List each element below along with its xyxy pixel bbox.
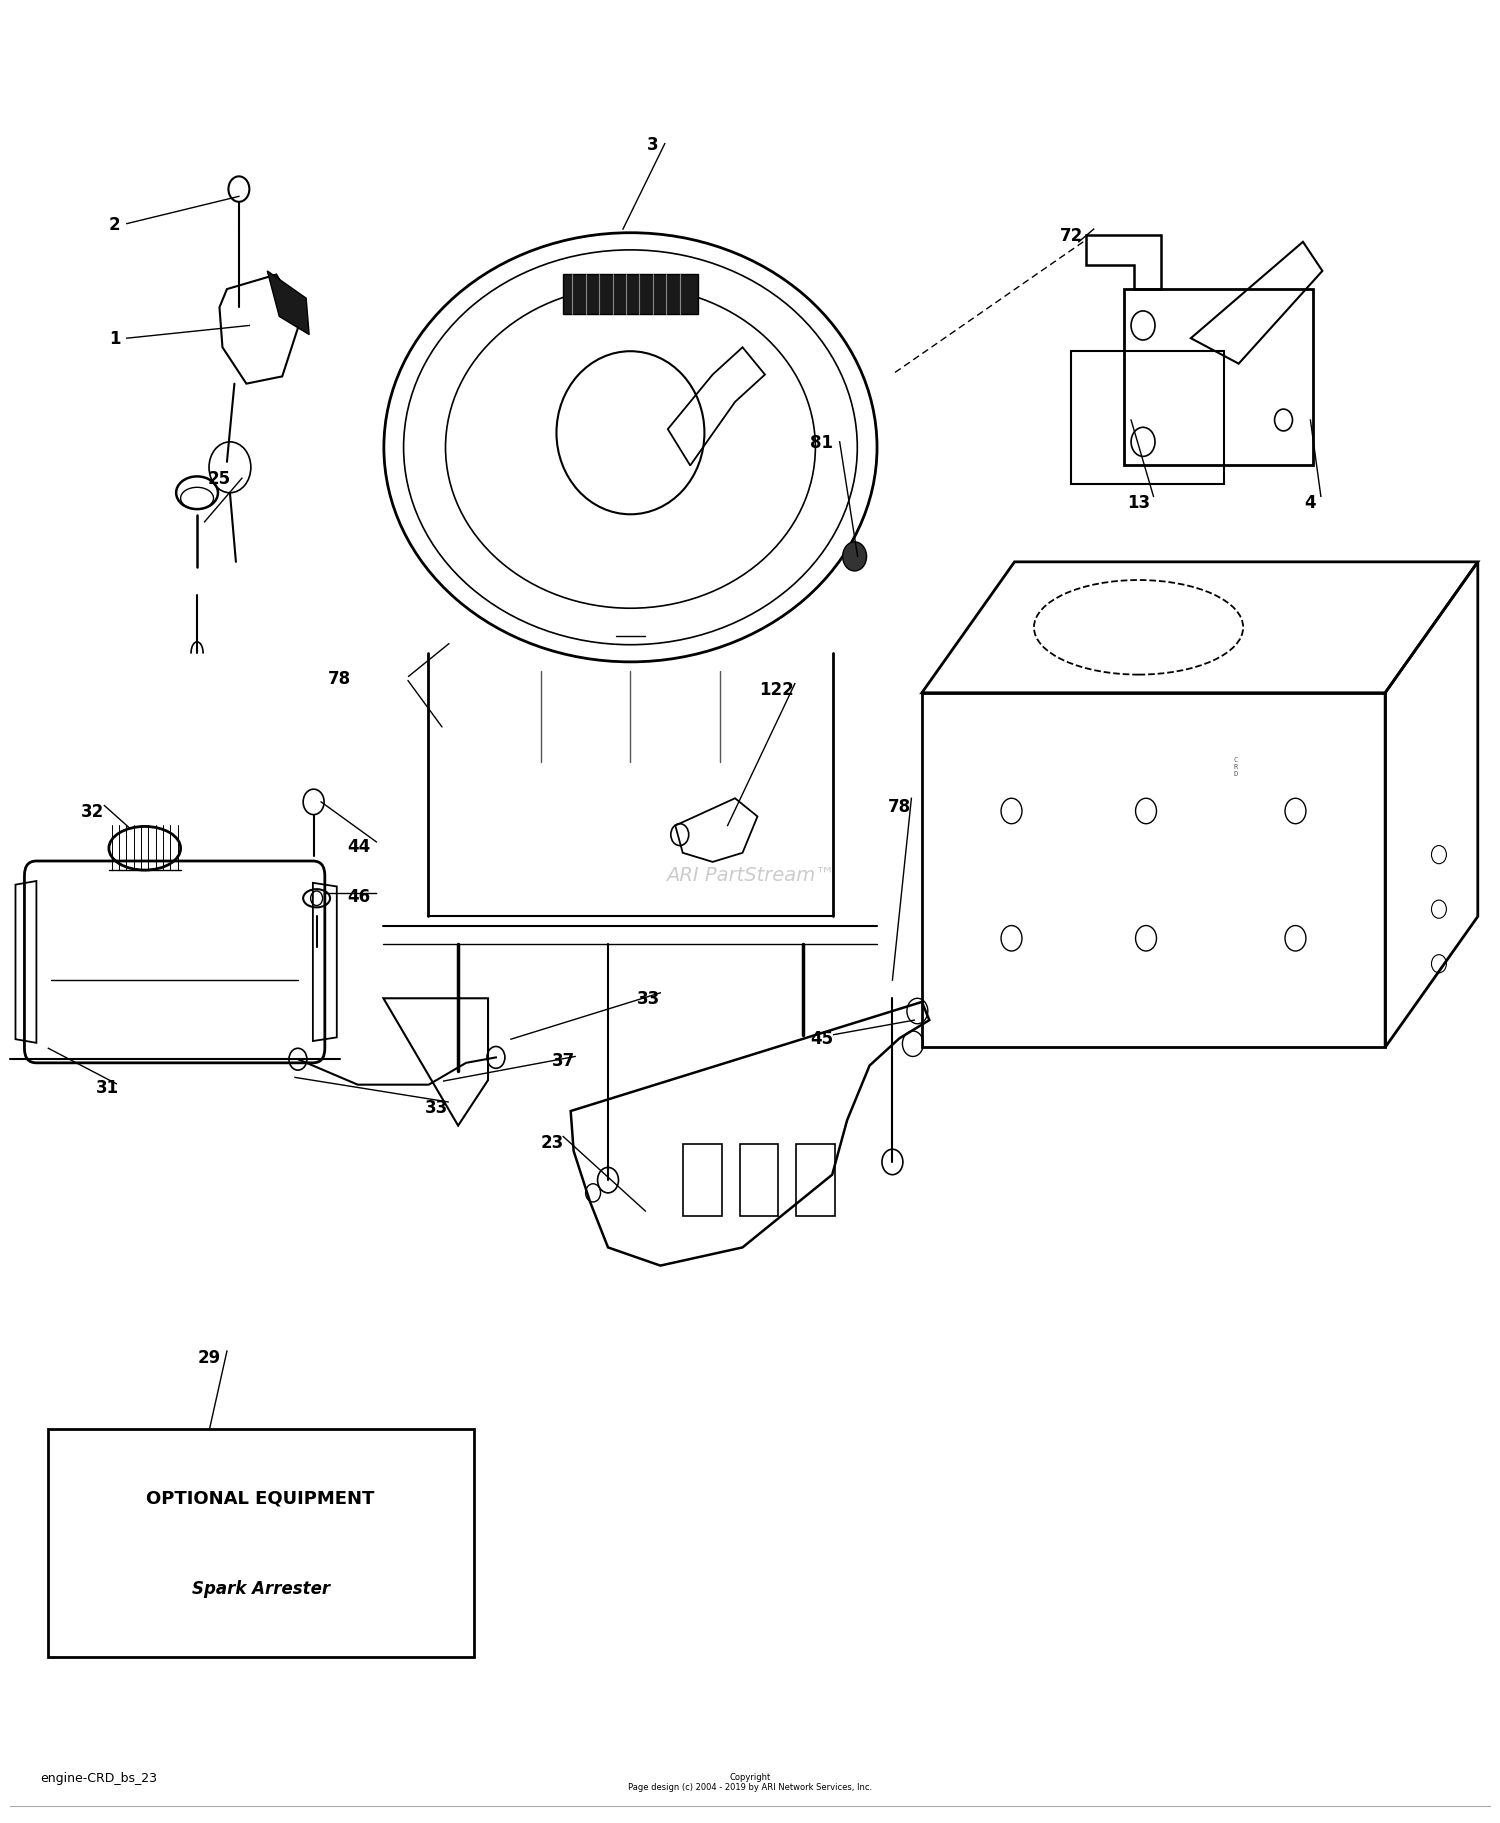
Text: 29: 29 [198,1347,220,1365]
Text: 13: 13 [1126,494,1150,512]
Text: 32: 32 [81,802,104,820]
Text: 33: 33 [424,1099,448,1117]
Text: 81: 81 [810,434,832,452]
Text: 37: 37 [552,1052,574,1070]
Text: 33: 33 [638,990,660,1008]
Text: OPTIONAL EQUIPMENT: OPTIONAL EQUIPMENT [147,1489,375,1506]
Text: Spark Arrester: Spark Arrester [192,1579,330,1597]
Text: 78: 78 [327,669,351,687]
Text: 78: 78 [888,797,910,815]
FancyBboxPatch shape [48,1429,474,1657]
Text: 72: 72 [1059,226,1083,244]
Text: Copyright
Page design (c) 2004 - 2019 by ARI Network Services, Inc.: Copyright Page design (c) 2004 - 2019 by… [628,1772,872,1792]
Text: 44: 44 [346,837,370,855]
Text: ARI PartStream™: ARI PartStream™ [666,866,834,884]
Bar [562,275,698,315]
Text: 23: 23 [542,1134,564,1152]
Text: 4: 4 [1305,494,1316,512]
Text: 1: 1 [110,330,120,348]
Text: 25: 25 [209,470,231,489]
Text: 2: 2 [110,215,120,233]
Text: engine-CRD_bs_23: engine-CRD_bs_23 [40,1770,158,1785]
Text: 45: 45 [810,1030,834,1048]
Text: 122: 122 [759,680,795,698]
Text: 46: 46 [346,888,370,906]
Polygon shape [267,272,309,335]
Circle shape [843,543,867,572]
Text: 31: 31 [96,1079,118,1097]
Text: C
R
D: C R D [1233,757,1238,777]
Text: 3: 3 [646,135,658,153]
